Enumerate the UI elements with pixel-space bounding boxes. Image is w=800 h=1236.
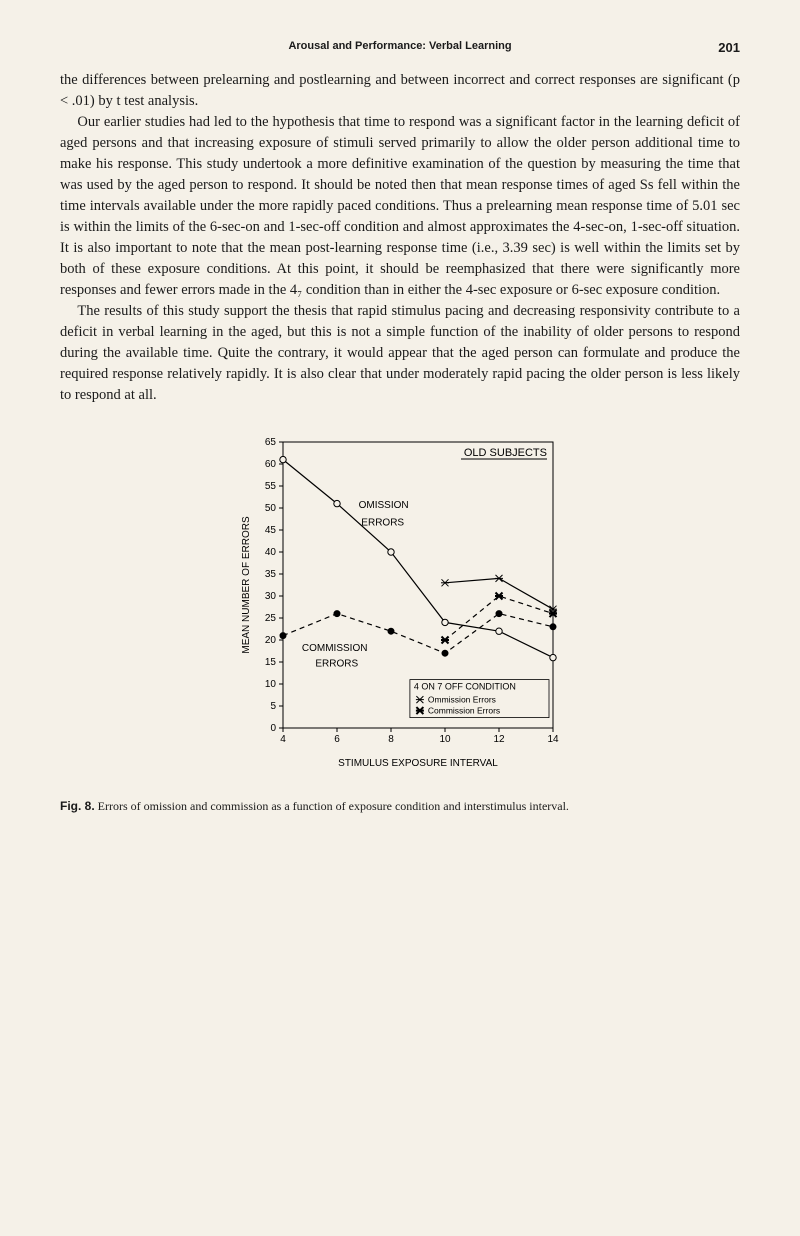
svg-text:Commission Errors: Commission Errors: [428, 706, 500, 716]
paragraph-1: the differences between prelearning and …: [60, 70, 740, 112]
svg-text:6: 6: [334, 734, 340, 745]
figure-8-chart: 0 5 10 15 20 25 30 35 40 45 50 55 60 65 4 6 8 10 12 14 STIMU…: [60, 434, 740, 774]
svg-text:ERRORS: ERRORS: [315, 659, 358, 670]
svg-text:COMMISSION: COMMISSION: [302, 643, 368, 654]
body-text: the differences between prelearning and …: [60, 70, 740, 406]
svg-text:ERRORS: ERRORS: [361, 518, 404, 529]
svg-text:MEAN NUMBER OF ERRORS: MEAN NUMBER OF ERRORS: [241, 516, 252, 654]
svg-text:65: 65: [265, 437, 277, 448]
svg-text:OMISSION: OMISSION: [359, 500, 409, 511]
running-header: Arousal and Performance: Verbal Learning…: [60, 40, 740, 52]
svg-text:30: 30: [265, 591, 277, 602]
svg-text:4 ON 7 OFF CONDITION: 4 ON 7 OFF CONDITION: [414, 682, 516, 692]
page-number: 201: [718, 40, 740, 55]
figure-caption: Fig. 8. Errors of omission and commissio…: [60, 798, 740, 815]
svg-text:14: 14: [547, 734, 559, 745]
svg-text:40: 40: [265, 547, 277, 558]
svg-text:4: 4: [280, 734, 286, 745]
svg-text:5: 5: [270, 701, 276, 712]
paragraph-2: Our earlier studies had led to the hypot…: [60, 112, 740, 301]
svg-text:Ommission Errors: Ommission Errors: [428, 695, 496, 705]
svg-text:8: 8: [388, 734, 394, 745]
svg-text:10: 10: [439, 734, 451, 745]
running-title: Arousal and Performance: Verbal Learning: [288, 40, 511, 52]
svg-text:OLD SUBJECTS: OLD SUBJECTS: [464, 447, 547, 459]
svg-text:0: 0: [270, 723, 276, 734]
figure-caption-text: Errors of omission and commission as a f…: [98, 799, 569, 813]
svg-text:12: 12: [493, 734, 505, 745]
figure-label: Fig. 8.: [60, 799, 95, 813]
svg-text:35: 35: [265, 569, 277, 580]
svg-text:20: 20: [265, 635, 277, 646]
chart-svg: 0 5 10 15 20 25 30 35 40 45 50 55 60 65 4 6 8 10 12 14 STIMU…: [235, 434, 565, 774]
svg-text:15: 15: [265, 657, 277, 668]
svg-text:25: 25: [265, 613, 277, 624]
svg-text:55: 55: [265, 481, 277, 492]
svg-text:10: 10: [265, 679, 277, 690]
svg-text:50: 50: [265, 503, 277, 514]
svg-text:60: 60: [265, 459, 277, 470]
svg-text:45: 45: [265, 525, 277, 536]
svg-text:STIMULUS EXPOSURE INTERVAL: STIMULUS EXPOSURE INTERVAL: [338, 758, 498, 769]
paragraph-3: The results of this study support the th…: [60, 301, 740, 406]
